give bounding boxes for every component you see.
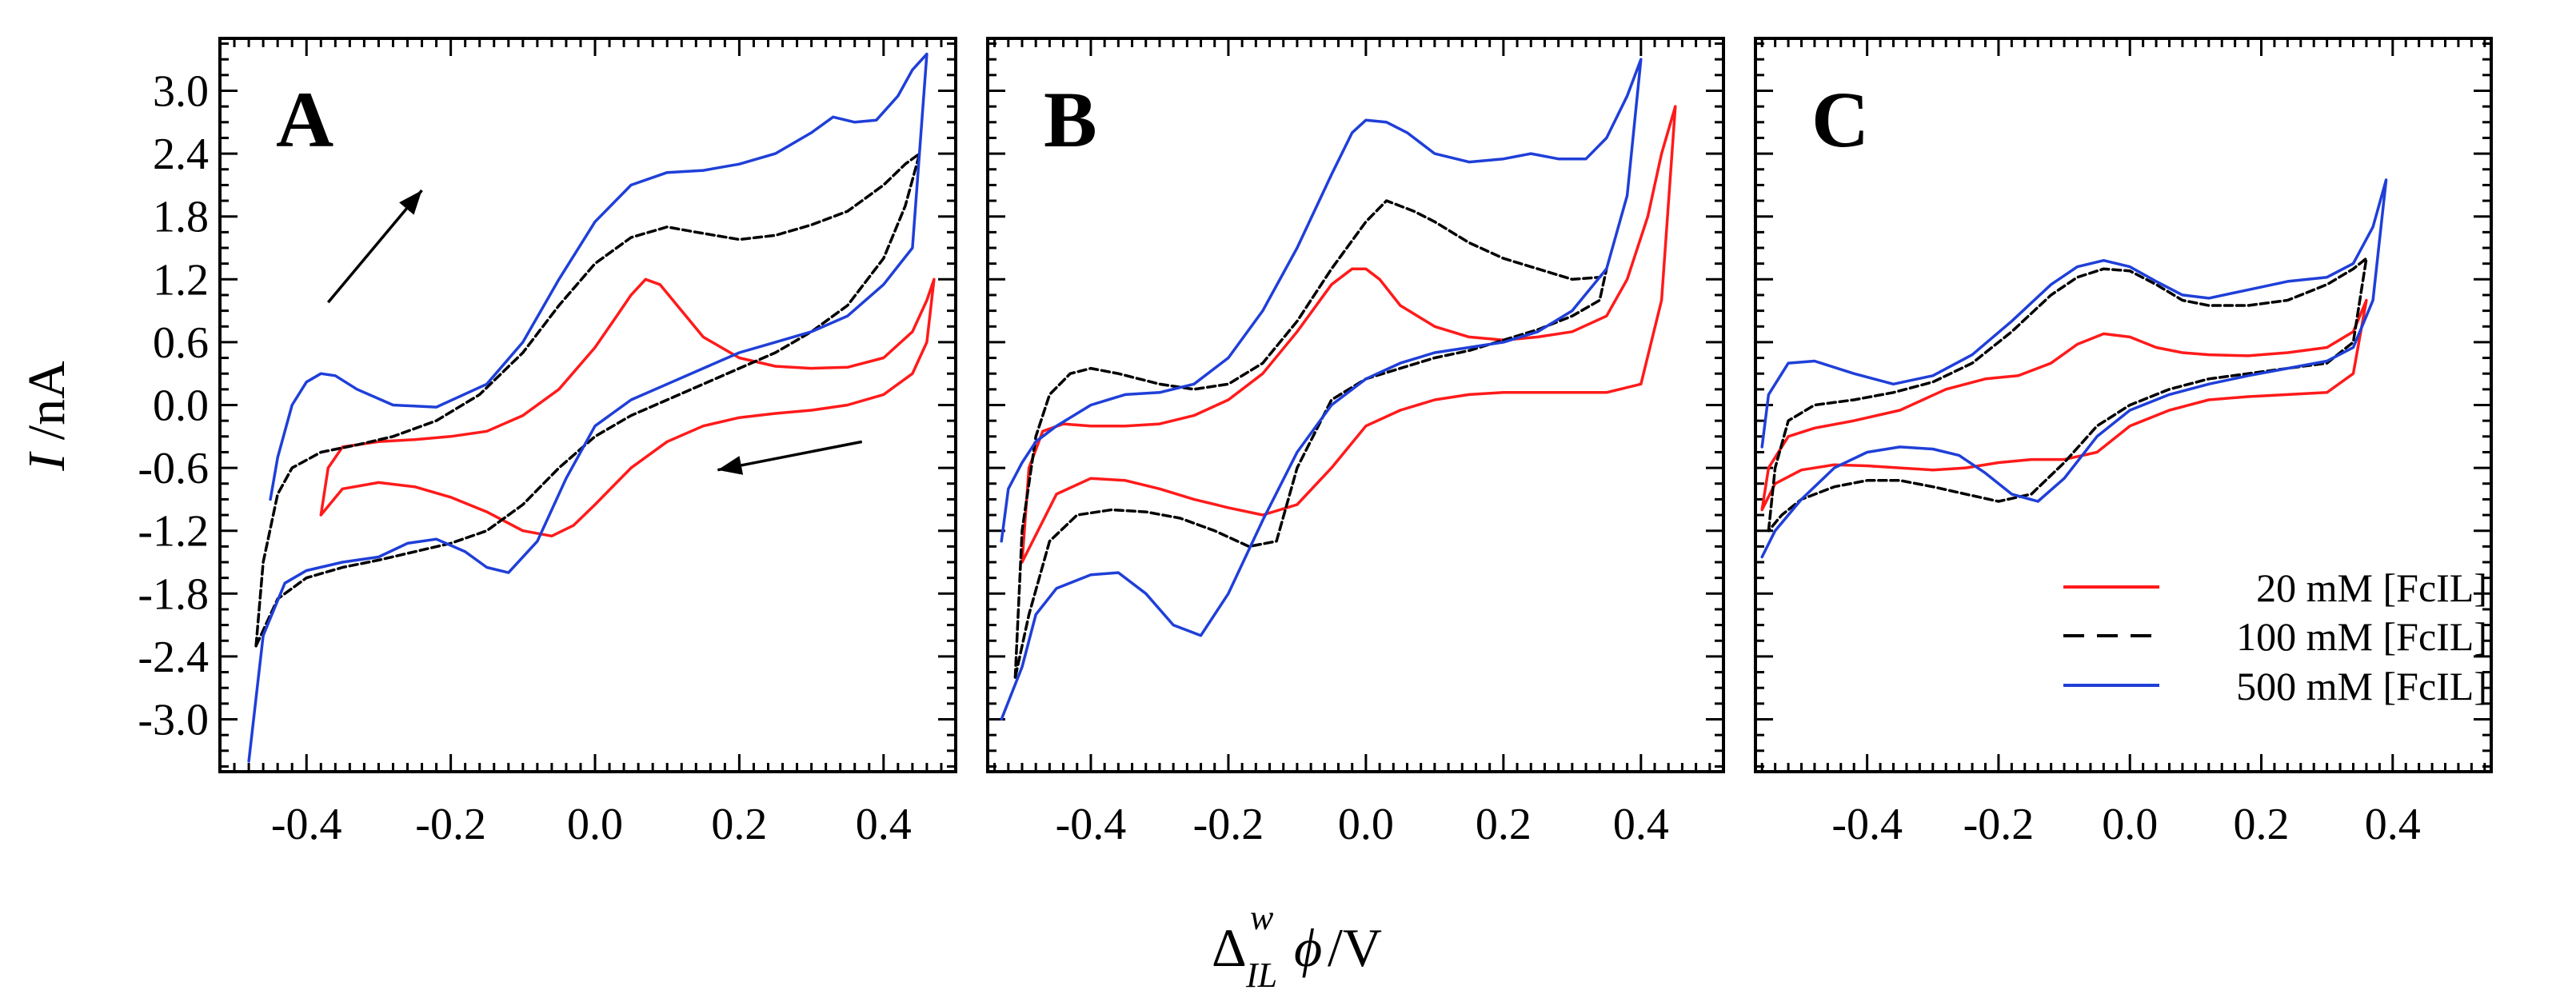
x-tick-label-b: -0.4 (1056, 800, 1127, 849)
panel-label-c: C (1811, 75, 1869, 164)
x-tick-label-a: -0.4 (271, 800, 342, 849)
y-tick-label-a: 2.4 (153, 130, 209, 179)
x-tick-label-b: 0.0 (1338, 800, 1394, 849)
x-tick-label-c: 0.2 (2234, 800, 2290, 849)
series-line-a-100mm (254, 152, 921, 648)
annotation-arrow-shaft (717, 440, 863, 472)
panel-a: -0.4 -0.2 0.0 0.2 0.4 -3.0 -2.4 -1.8 -1.2 -0.6 0.0… (138, 37, 957, 849)
x-axis-label: Δ w IL ϕ /V (1212, 898, 1382, 995)
panel-label-a: A (276, 75, 333, 164)
y-axis-label: I /nA (18, 361, 76, 472)
x-tick-label-c: 0.4 (2365, 800, 2421, 849)
x-tick-label-b: -0.2 (1193, 800, 1264, 849)
plot-frame-a (218, 37, 957, 773)
x-tick-label-c: -0.4 (1831, 800, 1903, 849)
x-axis-label-superscript: w (1250, 898, 1274, 937)
x-tick-label-b: 0.4 (1613, 800, 1669, 849)
y-axis-label-unit: /nA (18, 361, 76, 453)
y-tick-label-a: -1.2 (138, 507, 209, 557)
x-axis-label-base: Δ (1212, 917, 1247, 978)
series-line-c-20mm (1760, 298, 2368, 512)
x-tick-label-a: 0.0 (567, 800, 623, 849)
svg-text:I /nA: I /nA (18, 361, 76, 472)
y-tick-label-a: -0.6 (138, 444, 209, 493)
series-line-b-100mm (1013, 199, 1608, 679)
x-tick-label-a: 0.4 (856, 800, 912, 849)
legend-label-100mm: 100 mM [FcIL] (2236, 614, 2487, 659)
panel-label-b: B (1044, 75, 1097, 164)
annotation-arrow-head (399, 190, 422, 215)
series-line-b-500mm (1000, 58, 1643, 721)
y-tick-label-a: -1.8 (138, 569, 209, 619)
x-axis-label-symbol: ϕ (1294, 917, 1322, 978)
y-tick-label-a: 3.0 (153, 67, 209, 117)
annotation-arrow-head (717, 456, 744, 475)
series-line-c-100mm (1767, 257, 2368, 533)
y-tick-label-a: -3.0 (138, 696, 209, 745)
series-line-a-20mm (319, 277, 936, 538)
x-axis-label-subscript: IL (1245, 956, 1277, 995)
y-tick-label-a: 1.2 (153, 255, 209, 305)
panel-c: -0.4 -0.2 0.0 0.2 0.4 C (1754, 37, 2493, 849)
y-tick-label-a: 0.6 (153, 318, 209, 368)
y-tick-label-a: -2.4 (138, 633, 209, 682)
y-tick-label-a: 1.8 (153, 193, 209, 242)
y-tick-label-a: 0.0 (153, 381, 209, 431)
series-line-a-500mm (247, 52, 929, 763)
panels: -0.4 -0.2 0.0 0.2 0.4 -3.0 -2.4 -1.8 -1.2 -0.6 0.0… (138, 37, 2493, 849)
x-tick-label-c: -0.2 (1963, 800, 2035, 849)
plot-frame-c (1754, 37, 2493, 773)
x-tick-label-b: 0.2 (1476, 800, 1532, 849)
series-line-c-500mm (1760, 178, 2388, 559)
x-tick-label-a: -0.2 (415, 800, 486, 849)
series-line-b-20mm (1020, 105, 1677, 564)
panel-b: -0.4 -0.2 0.0 0.2 0.4 B (986, 37, 1725, 849)
y-axis-label-symbol: I (18, 451, 76, 472)
legend: 20 mM [FcIL] 100 mM [FcIL] 500 mM [FcIL] (2063, 565, 2487, 709)
x-tick-label-c: 0.0 (2102, 800, 2158, 849)
legend-label-500mm: 500 mM [FcIL] (2236, 664, 2487, 709)
plot-frame-b (986, 37, 1725, 773)
annotation-arrow-shaft (326, 189, 423, 304)
x-axis-label-unit: /V (1328, 917, 1382, 978)
legend-label-20mm: 20 mM [FcIL] (2256, 565, 2487, 610)
x-tick-label-a: 0.2 (711, 800, 767, 849)
